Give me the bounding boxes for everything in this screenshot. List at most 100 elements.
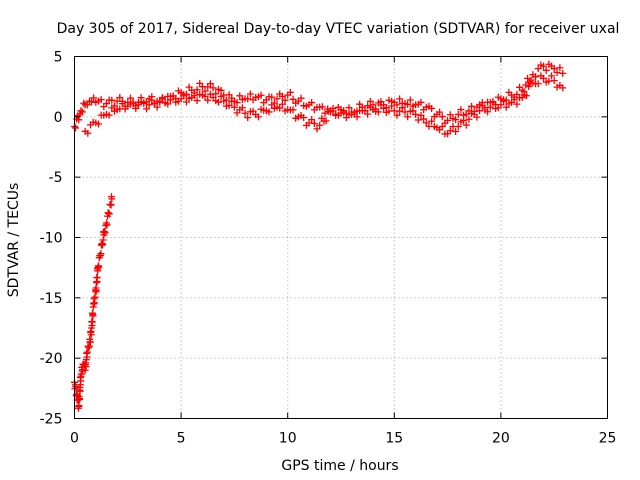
data-point	[108, 195, 116, 203]
interp-point	[164, 100, 172, 108]
interp-point	[84, 129, 92, 137]
points-layer	[71, 60, 567, 412]
interp-point	[90, 94, 98, 102]
interp-point	[72, 383, 80, 391]
interp-point	[85, 344, 93, 352]
data-point	[77, 107, 85, 115]
data-point	[209, 84, 217, 92]
x-tick-label: 10	[279, 431, 297, 447]
interp-point	[76, 395, 84, 403]
data-point	[241, 109, 249, 117]
interp-point	[246, 90, 254, 98]
data-point	[540, 74, 548, 82]
interp-point	[510, 96, 518, 104]
data-point	[454, 110, 462, 118]
interp-point	[438, 123, 446, 131]
interp-point	[417, 98, 425, 106]
data-point	[100, 227, 108, 235]
interp-point	[276, 104, 284, 112]
interp-point	[446, 127, 454, 135]
interp-point	[169, 92, 177, 100]
interp-point	[89, 312, 97, 320]
interp-point	[460, 117, 468, 125]
interp-point	[308, 99, 316, 107]
data-point	[476, 107, 484, 115]
y-tick-label: 0	[54, 110, 63, 126]
interp-point	[534, 65, 542, 73]
interp-point	[217, 86, 225, 94]
data-point	[550, 65, 558, 73]
interp-point	[524, 74, 532, 82]
data-point	[316, 121, 324, 129]
y-tick-label: -10	[40, 231, 63, 247]
interp-point	[452, 127, 460, 135]
interp-point	[297, 94, 305, 102]
interp-point	[364, 110, 372, 118]
grid-layer	[74, 56, 608, 419]
data-point	[486, 103, 494, 111]
chart-title: Day 305 of 2017, Sidereal Day-to-day VTE…	[57, 21, 620, 37]
interp-point	[489, 99, 497, 107]
interp-point	[254, 113, 262, 121]
y-tick-label: -25	[40, 412, 63, 428]
interp-point	[406, 96, 414, 104]
interp-point	[313, 125, 321, 133]
interp-point	[436, 108, 444, 116]
interp-point	[308, 116, 316, 124]
interp-point	[206, 80, 214, 88]
data-point	[412, 110, 420, 118]
data-point	[559, 69, 567, 77]
series-lower-band	[81, 72, 567, 138]
interp-point	[257, 91, 265, 99]
interp-point	[238, 104, 246, 112]
interp-point	[236, 92, 244, 100]
interp-point	[153, 103, 161, 111]
interp-point	[129, 98, 137, 106]
interp-point	[318, 103, 326, 111]
interp-point	[417, 111, 425, 119]
data-point	[550, 77, 558, 85]
interp-point	[75, 402, 83, 410]
x-tick-label: 0	[70, 431, 79, 447]
interp-point	[88, 318, 96, 326]
interp-point	[193, 86, 201, 94]
interp-point	[322, 117, 330, 125]
interp-point	[513, 100, 521, 108]
interp-point	[97, 250, 105, 258]
interp-point	[94, 120, 102, 128]
data-point	[273, 95, 281, 103]
interp-point	[82, 363, 90, 371]
interp-point	[225, 101, 233, 109]
interp-point	[329, 104, 337, 112]
interp-point	[74, 396, 82, 404]
interp-point	[78, 108, 86, 116]
series-steep-rise-early	[71, 193, 116, 412]
data-point	[497, 101, 505, 109]
interp-point	[286, 88, 294, 96]
interp-point	[91, 293, 99, 301]
interp-point	[393, 101, 401, 109]
interp-point	[553, 69, 561, 77]
data-point	[83, 348, 91, 356]
interp-point	[393, 111, 401, 119]
interp-point	[300, 114, 308, 122]
interp-point	[193, 97, 201, 105]
interp-point	[75, 116, 83, 124]
interp-point	[404, 100, 412, 108]
interp-point	[398, 104, 406, 112]
x-tick-label: 15	[385, 431, 403, 447]
interp-point	[233, 99, 241, 107]
interp-point	[534, 80, 542, 88]
interp-point	[217, 92, 225, 100]
interp-point	[468, 102, 476, 110]
interp-point	[414, 116, 422, 124]
data-point	[444, 116, 452, 124]
interp-point	[214, 98, 222, 106]
interp-point	[180, 92, 188, 100]
interp-point	[95, 263, 103, 271]
interp-point	[126, 94, 134, 102]
data-point	[401, 108, 409, 116]
interp-point	[107, 201, 115, 209]
y-tick-label: -20	[40, 351, 63, 367]
